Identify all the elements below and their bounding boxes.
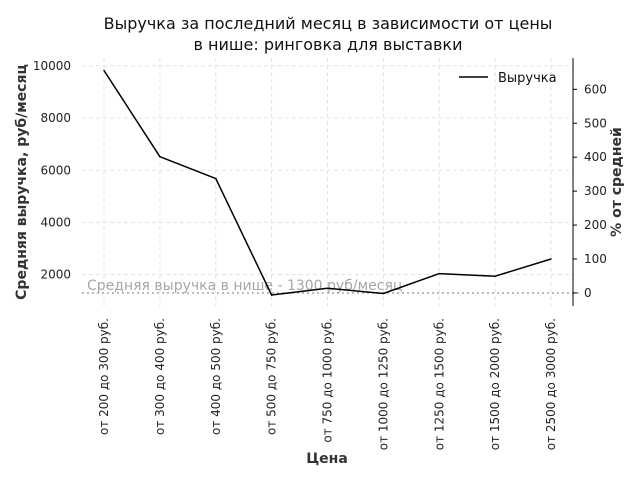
legend-label: Выручка [498,71,557,86]
x-ticks: от 200 до 300 руб. от 300 до 400 руб. от 4… [97,318,558,450]
chart-title-line-1: Выручка за последний месяц в зависимости… [104,14,553,33]
data-point [326,287,329,290]
data-point [159,155,161,158]
y-tick-label-right: 300 [584,184,607,198]
y-tick-label-right: 200 [584,218,607,232]
y-tick-label: 8000 [40,111,71,125]
y-axis-label-right: % от средней [609,127,625,237]
y-ticks-left: 2000 4000 6000 8000 10000 [33,59,71,282]
x-axis-label: Цена [306,451,348,467]
y-tick-label-right: 0 [584,286,592,300]
x-tick-label: от 2500 до 3000 руб. [544,318,558,450]
data-point [494,275,496,278]
x-tick-label: от 500 до 750 руб. [265,318,279,435]
data-point [550,258,552,260]
average-reference: Средняя выручка в нише - 1300 руб/месяц [82,278,581,294]
y-tick-label-right: 500 [584,116,607,130]
y-tick-label: 2000 [40,268,71,282]
y-tick-label-right: 100 [584,252,607,266]
axis-labels: Цена Средняя выручка, руб/месяц % от средн… [14,64,625,467]
chart-title: Выручка за последний месяц в зависимости… [104,14,553,54]
x-tick-label: от 400 до 500 руб. [209,318,223,435]
x-tick-label: от 300 до 400 руб. [153,318,167,435]
series-revenue [103,69,552,296]
data-point [103,69,105,72]
y-axis-label: Средняя выручка, руб/месяц [14,64,30,300]
grid [82,58,573,306]
data-point [382,292,385,295]
y-tick-label-right: 400 [584,150,607,164]
chart-title-line-2: в нише: ринговка для выставки [193,35,462,54]
data-point [214,177,217,180]
y-tick-label-right: 600 [584,82,607,96]
legend: Выручка [459,71,557,86]
data-point [438,272,441,275]
y-tick-label: 6000 [40,163,71,177]
x-tick-label: от 1250 до 1500 руб. [432,318,446,450]
y-tick-label: 4000 [40,215,71,229]
y-tick-label: 10000 [33,59,71,73]
x-tick-label: от 200 до 300 руб. [97,318,111,435]
y-ticks-right: 0 100 200 300 400 500 600 [573,82,607,300]
x-tick-label: от 1500 до 2000 руб. [488,318,502,450]
data-point [270,294,273,296]
x-tick-label: от 1000 до 1250 руб. [376,318,390,450]
x-tick-label: от 750 до 1000 руб. [321,318,335,443]
average-annotation: Средняя выручка в нише - 1300 руб/месяц [87,278,402,294]
